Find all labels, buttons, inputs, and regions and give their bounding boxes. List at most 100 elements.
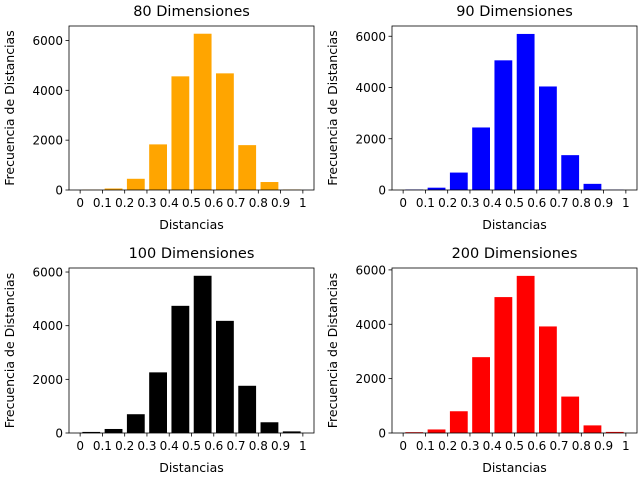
- x-axis-label: Distancias: [159, 460, 224, 475]
- y-axis-label: Frecuencia de Distancias: [2, 273, 17, 428]
- x-tick-label: 0.9: [271, 439, 290, 453]
- bar: [472, 127, 490, 190]
- x-tick-label: 0.6: [527, 196, 546, 210]
- bar: [427, 429, 446, 433]
- x-tick-label: 0.9: [271, 196, 290, 210]
- chart-title: 200 Dimensiones: [452, 246, 578, 262]
- x-tick-label: 0.3: [460, 439, 479, 453]
- x-tick-label: 0.9: [594, 439, 613, 453]
- y-tick-label: 6000: [355, 263, 386, 277]
- y-axis-label: Frecuencia de Distancias: [325, 30, 340, 185]
- x-tick-label: 0: [76, 196, 84, 210]
- axes-frame: [68, 25, 315, 191]
- y-axis-label: Frecuencia de Distancias: [2, 30, 17, 185]
- bar: [427, 187, 446, 190]
- x-tick-label: 0.6: [204, 196, 223, 210]
- bar: [216, 320, 234, 433]
- x-tick-label: 0.2: [115, 439, 134, 453]
- bar: [104, 428, 123, 433]
- x-tick-label: 0: [399, 196, 407, 210]
- x-tick-label: 0.4: [483, 196, 502, 210]
- bar: [539, 86, 557, 190]
- bar: [82, 431, 101, 433]
- x-tick-label: 1: [622, 439, 630, 453]
- x-tick-label: 0.5: [182, 196, 201, 210]
- x-tick-label: 0.7: [226, 439, 245, 453]
- y-tick-label: 2000: [32, 134, 63, 148]
- x-tick-label: 0.3: [460, 196, 479, 210]
- x-tick-label: 0: [399, 439, 407, 453]
- bar: [193, 275, 212, 433]
- x-tick-label: 0.7: [226, 196, 245, 210]
- bar: [516, 33, 535, 190]
- x-axis-label: Distancias: [482, 460, 547, 475]
- subplot-0: 0 0.1 0.2 0.3 0.4 0.5 0.6 0.7 0.8 0.9 1 0 2000 4000 60…: [2, 4, 315, 232]
- y-tick-label: 4000: [355, 81, 386, 95]
- bar: [494, 60, 513, 191]
- axes-frame: [391, 267, 638, 434]
- bar: [494, 297, 513, 433]
- x-tick-label: 0.2: [115, 196, 134, 210]
- x-tick-label: 0.6: [204, 439, 223, 453]
- bar: [583, 425, 602, 433]
- bar: [605, 431, 624, 433]
- bar: [171, 76, 190, 190]
- y-tick-label: 6000: [32, 34, 63, 48]
- x-tick-label: 0.8: [249, 196, 268, 210]
- x-tick-label: 0.1: [93, 196, 112, 210]
- x-tick-label: 0.5: [182, 439, 201, 453]
- x-tick-label: 1: [299, 196, 307, 210]
- y-tick-label: 0: [55, 184, 63, 198]
- x-tick-label: 0.4: [160, 196, 179, 210]
- x-tick-label: 0.4: [160, 439, 179, 453]
- chart-title: 80 Dimensiones: [133, 4, 250, 20]
- bar: [149, 144, 167, 190]
- y-tick-label: 4000: [355, 318, 386, 332]
- bar: [516, 275, 535, 433]
- subplot-2: 0 0.1 0.2 0.3 0.4 0.5 0.6 0.7 0.8 0.9 1 0 2000 4000 60…: [2, 246, 315, 475]
- y-tick-label: 0: [55, 427, 63, 441]
- bar: [561, 396, 580, 433]
- bar: [260, 422, 279, 433]
- bar: [104, 188, 123, 190]
- x-tick-label: 0.3: [137, 196, 156, 210]
- bar: [449, 172, 468, 190]
- chart-title: 100 Dimensiones: [129, 246, 255, 262]
- x-tick-label: 0.2: [438, 439, 457, 453]
- bar: [539, 326, 557, 433]
- bar: [149, 372, 167, 433]
- bar: [583, 183, 602, 190]
- x-tick-label: 0.4: [483, 439, 502, 453]
- x-tick-label: 0.5: [505, 196, 524, 210]
- bar: [238, 385, 257, 433]
- x-tick-label: 1: [299, 439, 307, 453]
- x-tick-label: 0.2: [438, 196, 457, 210]
- subplot-1: 0 0.1 0.2 0.3 0.4 0.5 0.6 0.7 0.8 0.9 1 0 2000 4000 60…: [325, 4, 638, 232]
- x-axis-label: Distancias: [482, 217, 547, 232]
- x-tick-label: 1: [622, 196, 630, 210]
- y-tick-label: 6000: [32, 266, 63, 280]
- x-tick-label: 0.6: [527, 439, 546, 453]
- x-tick-label: 0.7: [549, 439, 568, 453]
- x-tick-label: 0.3: [137, 439, 156, 453]
- subplot-3: 0 0.1 0.2 0.3 0.4 0.5 0.6 0.7 0.8 0.9 1 0 2000 4000 60…: [325, 246, 638, 475]
- axes-frame: [68, 267, 315, 434]
- x-tick-label: 0.1: [416, 439, 435, 453]
- x-tick-label: 0.8: [249, 439, 268, 453]
- x-tick-label: 0.5: [505, 439, 524, 453]
- y-tick-label: 4000: [32, 319, 63, 333]
- y-tick-label: 0: [378, 184, 386, 198]
- chart-title: 90 Dimensiones: [456, 4, 573, 20]
- x-tick-label: 0.8: [572, 196, 591, 210]
- y-tick-label: 6000: [355, 30, 386, 44]
- bar: [216, 73, 234, 190]
- y-tick-label: 2000: [355, 372, 386, 386]
- bar: [405, 432, 424, 433]
- bar: [126, 414, 145, 433]
- y-tick-label: 0: [378, 427, 386, 441]
- x-tick-label: 0.1: [416, 196, 435, 210]
- axes-frame: [391, 25, 638, 191]
- y-tick-label: 2000: [32, 373, 63, 387]
